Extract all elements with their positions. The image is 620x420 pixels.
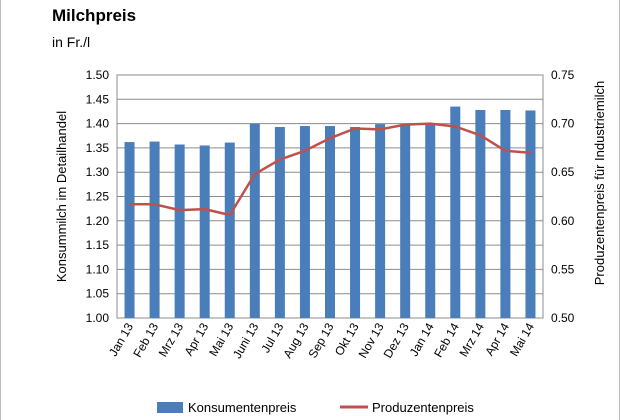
y-tick-label: 1.30 — [86, 165, 110, 179]
y2-tick-label: 0.75 — [551, 68, 575, 82]
x-tick-label: Mrz 14 — [456, 320, 487, 359]
bar — [500, 109, 511, 318]
y-tick-label: 1.15 — [86, 238, 110, 252]
y2-tick-label: 0.70 — [551, 117, 575, 131]
line-series — [129, 122, 531, 217]
y2-tick-label: 0.60 — [551, 214, 575, 228]
bar — [350, 127, 361, 318]
y-tick-label: 1.20 — [86, 214, 110, 228]
bar — [475, 109, 486, 318]
line-path — [129, 122, 531, 217]
x-tick-label: Juni 13 — [230, 320, 262, 361]
y-axis-left: 1.00 1.05 1.10 1.15 1.20 1.25 1.30 1.35 1.40 1.45… — [86, 68, 110, 325]
y-axis-left-title: Konsummilch im Detailhandel — [54, 111, 69, 282]
y2-tick-label: 0.55 — [551, 262, 575, 276]
bar — [199, 145, 210, 318]
y-tick-label: 1.05 — [86, 287, 110, 301]
y2-tick-label: 0.65 — [551, 165, 575, 179]
legend-swatch-bar — [157, 402, 183, 413]
bar — [375, 124, 386, 318]
y-tick-label: 1.40 — [86, 117, 110, 131]
bar — [400, 124, 411, 318]
x-tick-label: Mai 14 — [507, 320, 537, 358]
x-tick-label: Mrz 13 — [156, 320, 187, 359]
x-tick-label: Dez 13 — [381, 320, 412, 360]
bar — [224, 142, 235, 318]
y-tick-label: 1.25 — [86, 190, 110, 204]
bar-series — [124, 106, 536, 318]
legend-label-line: Produzentenpreis — [372, 400, 474, 415]
bar — [274, 127, 285, 318]
chart-title: Milchpreis — [52, 6, 137, 25]
bar — [174, 144, 185, 318]
bar — [325, 126, 335, 318]
y-tick-label: 1.45 — [86, 92, 110, 106]
y-tick-label: 1.00 — [86, 311, 110, 325]
bar — [299, 126, 310, 318]
bar — [149, 141, 160, 318]
bar — [124, 142, 135, 318]
bar — [525, 110, 536, 318]
y-tick-label: 1.35 — [86, 141, 110, 155]
chart-subtitle: in Fr./l — [52, 34, 91, 50]
legend-label-bar: Konsumentenpreis — [188, 400, 297, 415]
bar — [249, 123, 260, 318]
x-tick-label: Sep 13 — [305, 320, 336, 360]
bar — [450, 106, 461, 318]
y-tick-label: 1.10 — [86, 262, 110, 276]
legend: Konsumentenpreis Produzentenpreis — [157, 400, 474, 415]
y-axis-right: 0.50 0.55 0.60 0.65 0.70 0.75 — [551, 68, 575, 325]
bar — [425, 123, 436, 318]
y-axis-right-title: Produzentenpreis für Industriemilch — [592, 81, 607, 286]
y-tick-label: 1.50 — [86, 68, 110, 82]
y2-tick-label: 0.50 — [551, 311, 575, 325]
